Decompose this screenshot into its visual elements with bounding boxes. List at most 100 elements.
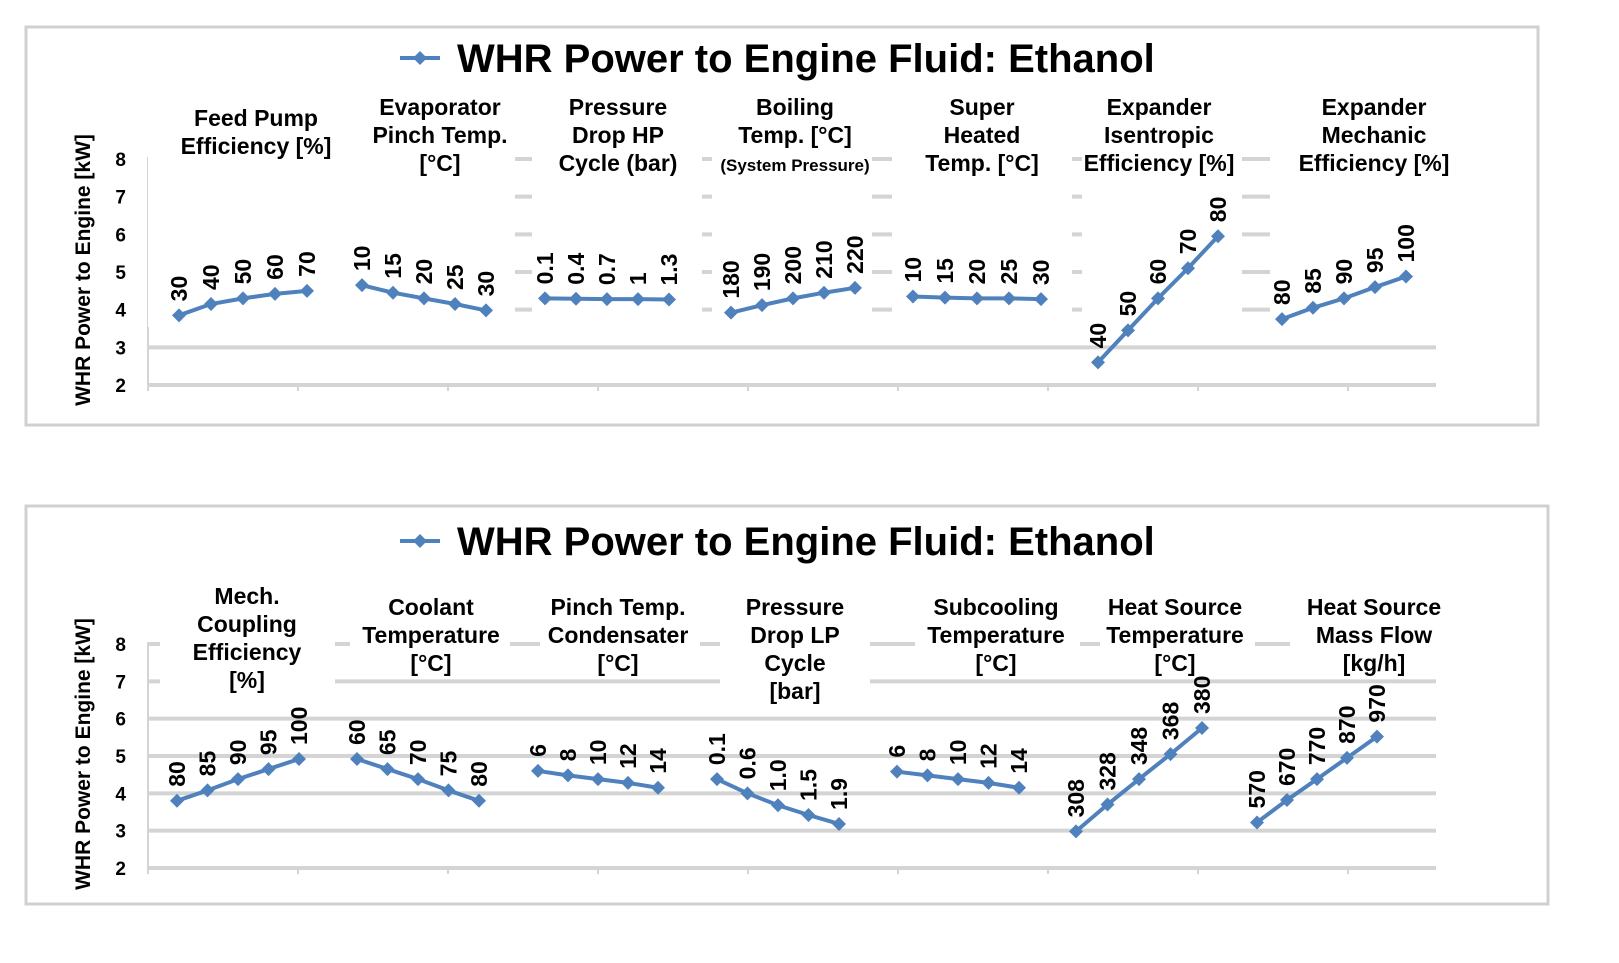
data-label: 1.3 — [656, 254, 682, 286]
chart-title: WHR Power to Engine Fluid: Ethanol — [457, 520, 1155, 564]
data-point — [172, 308, 186, 323]
data-label: 380 — [1189, 676, 1215, 714]
data-point — [631, 292, 645, 307]
group-title-line: [kg/h] — [1343, 650, 1406, 676]
group-title-line: Expander — [1322, 94, 1427, 120]
data-point — [1012, 780, 1026, 795]
data-label: 308 — [1063, 779, 1089, 818]
data-point — [1121, 323, 1135, 338]
data-point — [538, 291, 552, 306]
data-label: 70 — [294, 251, 320, 277]
data-label: 0.1 — [704, 733, 730, 765]
group-title-line: Drop LP — [750, 622, 839, 648]
data-label: 0.4 — [563, 253, 589, 285]
group-title-line: Evaporator — [379, 94, 500, 120]
data-label: 10 — [900, 257, 926, 283]
data-label: 80 — [1269, 279, 1295, 305]
group-title-line: Subcooling — [933, 594, 1058, 620]
data-point — [951, 772, 965, 787]
data-label: 10 — [585, 740, 611, 766]
data-label: 12 — [976, 743, 1002, 769]
data-point — [1132, 772, 1146, 787]
data-label: 870 — [1334, 705, 1360, 743]
title-background — [1270, 155, 1440, 327]
data-point — [1100, 797, 1115, 812]
group-title-line: Efficiency — [193, 639, 302, 665]
data-label: 25 — [442, 264, 468, 290]
data-point — [740, 786, 755, 801]
data-label: 348 — [1126, 727, 1152, 766]
data-label: 60 — [262, 254, 288, 280]
group-title-line: Temperature — [362, 622, 500, 648]
data-point — [786, 291, 800, 306]
legend-marker — [413, 534, 427, 548]
data-label: 970 — [1364, 684, 1390, 722]
data-point — [651, 780, 665, 795]
group-title-line: Mechanic — [1322, 122, 1427, 148]
group-title-line: Heated — [944, 122, 1021, 148]
group-title-line: Pressure — [746, 594, 844, 620]
group-title-line: Temp. [°C] — [925, 150, 1039, 176]
data-point — [300, 283, 314, 298]
y-tick-label: 6 — [115, 710, 126, 731]
group-title-line: Cycle (bar) — [559, 150, 678, 176]
group-title-line: [°C] — [597, 650, 638, 676]
group-title-line: Temperature — [927, 622, 1065, 648]
data-label: 80 — [466, 761, 492, 787]
data-point — [472, 793, 486, 808]
data-label: 200 — [780, 246, 806, 284]
data-point — [1370, 729, 1384, 744]
data-point — [1275, 312, 1289, 327]
title-background — [540, 575, 700, 665]
group-title-line: Mass Flow — [1316, 622, 1432, 648]
data-point — [411, 772, 425, 787]
data-label: 65 — [375, 729, 401, 755]
data-point — [938, 290, 952, 305]
data-point — [621, 775, 635, 790]
group-title-line: [bar] — [769, 678, 820, 704]
data-label: 10 — [349, 246, 375, 272]
data-label: 100 — [1393, 224, 1419, 262]
data-label: 220 — [842, 235, 868, 273]
data-point — [1151, 291, 1165, 306]
group-title-line: [°C] — [975, 650, 1016, 676]
data-point — [1399, 269, 1413, 284]
data-point — [848, 280, 862, 295]
group-title-line: Efficiency [%] — [1084, 150, 1235, 176]
group-title-line: Coupling — [197, 611, 297, 637]
y-tick-label: 3 — [115, 338, 126, 359]
data-point — [1163, 747, 1178, 762]
y-tick-label: 7 — [115, 672, 126, 693]
data-label: 95 — [1362, 247, 1388, 273]
data-point — [261, 762, 276, 777]
data-label: 0.1 — [532, 252, 558, 284]
data-label: 100 — [286, 707, 312, 745]
title-background — [350, 575, 510, 665]
chart-panel-1: 2 3 4 5 6 7 8 WHR Power to Engine [kW] WHR Power… — [24, 25, 1540, 427]
group-title-line: Cycle — [764, 650, 825, 676]
data-label: 50 — [1115, 291, 1141, 317]
data-label: 30 — [166, 276, 192, 302]
data-label: 60 — [344, 719, 370, 745]
data-label: 770 — [1304, 727, 1330, 765]
data-label: 1.5 — [796, 769, 822, 801]
data-point — [1034, 292, 1048, 307]
data-label: 0.6 — [735, 747, 761, 779]
data-point — [236, 291, 250, 306]
data-point — [1340, 750, 1354, 765]
data-label: 85 — [1300, 268, 1326, 294]
data-label: 6 — [525, 744, 551, 757]
data-point — [1306, 300, 1320, 315]
data-label: 40 — [198, 264, 224, 290]
data-label: 328 — [1095, 752, 1121, 791]
data-point — [1091, 355, 1105, 370]
data-point — [1337, 291, 1351, 306]
data-point — [292, 751, 306, 766]
group-title-line: Temp. [°C] — [738, 122, 852, 148]
data-label: 50 — [230, 259, 256, 285]
